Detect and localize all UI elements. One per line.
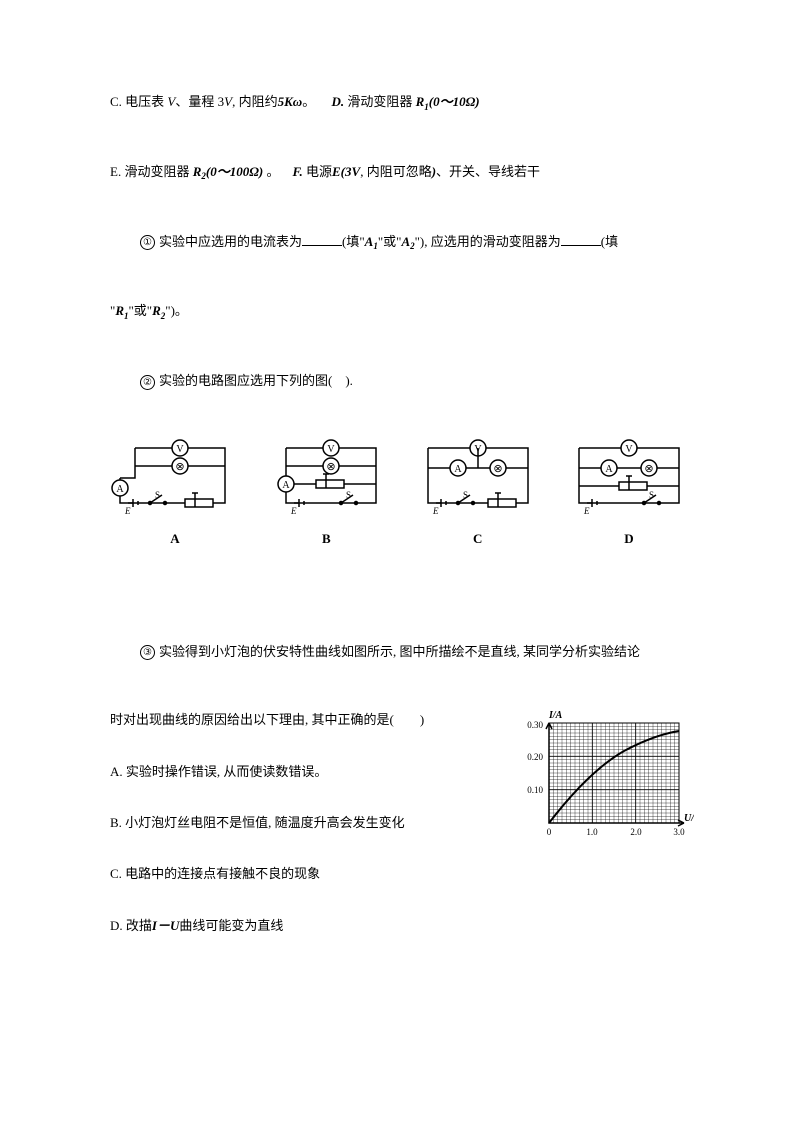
svg-text:I/A: I/A: [548, 710, 563, 721]
blank: [561, 232, 601, 246]
q3-body: 时对出现曲线的原因给出以下理由, 其中正确的是( ) A. 实验时操作错误, 从…: [110, 708, 694, 965]
svg-text:0.10: 0.10: [527, 785, 543, 795]
svg-text:A: A: [605, 464, 613, 475]
num-icon: ③: [140, 645, 155, 660]
svg-text:0.20: 0.20: [527, 752, 543, 762]
circuit-c: V A ⊗ E S C: [413, 438, 543, 550]
question-1: ①实验中应选用的电流表为(填"A1"或"A2"), 应选用的滑动变阻器为(填: [110, 230, 694, 255]
opt-d: D. 滑动变阻器 R1(0～10Ω): [331, 94, 479, 109]
svg-text:E: E: [432, 506, 439, 516]
svg-text:A: A: [283, 480, 291, 491]
options-row-ef: E. 滑动变阻器 R2(0～100Ω) 。 F. 电源E(3V, 内阻可忽略)、…: [110, 160, 694, 185]
opt-e: E. 滑动变阻器 R2(0～100Ω) 。: [110, 164, 280, 179]
iv-graph: I/A 0.30 0.20 0.10 0 1.0 2.0 3.0 U/V: [519, 708, 694, 853]
ans-b: B. 小灯泡灯丝电阻不是恒值, 随温度升高会发生变化: [110, 811, 501, 834]
svg-text:V: V: [625, 444, 633, 455]
circuit-d: V A ⊗ E S D: [564, 438, 694, 550]
ans-c: C. 电路中的连接点有接触不良的现象: [110, 862, 501, 885]
svg-text:0.30: 0.30: [527, 720, 543, 730]
num-icon: ①: [140, 235, 155, 250]
svg-text:S: S: [346, 490, 351, 500]
svg-text:S: S: [649, 490, 654, 500]
svg-text:1.0: 1.0: [586, 827, 598, 837]
svg-text:2.0: 2.0: [630, 827, 642, 837]
label: C: [413, 527, 543, 550]
question-1b: "R1"或"R2")。: [110, 299, 694, 324]
svg-text:0: 0: [547, 827, 552, 837]
circuit-diagrams: V ⊗ A E S A V ⊗ A E S B V A ⊗ E S C V A …: [110, 438, 694, 550]
question-2: ②实验的电路图应选用下列的图( ).: [110, 369, 694, 392]
options-row-cd: C. 电压表 V、量程 3V, 内阻约5Kω。 D. 滑动变阻器 R1(0～10…: [110, 90, 694, 115]
svg-text:⊗: ⊗: [327, 461, 336, 473]
svg-text:S: S: [463, 490, 468, 500]
blank: [302, 232, 342, 246]
svg-text:E: E: [124, 506, 131, 516]
svg-text:V: V: [328, 444, 336, 455]
opt-c: C. 电压表 V、量程 3V, 内阻约5Kω。: [110, 94, 315, 109]
svg-text:⊗: ⊗: [175, 461, 184, 473]
question-3: ③实验得到小灯泡的伏安特性曲线如图所示, 图中所描绘不是直线, 某同学分析实验结…: [110, 640, 694, 663]
opt-f: F. 电源E(3V, 内阻可忽略)、开关、导线若干: [293, 164, 541, 179]
svg-text:A: A: [454, 464, 462, 475]
svg-text:⊗: ⊗: [493, 463, 502, 475]
svg-text:E: E: [583, 506, 590, 516]
circuit-a: V ⊗ A E S A: [110, 438, 240, 550]
svg-text:V: V: [176, 444, 184, 455]
circuit-b: V ⊗ A E S B: [261, 438, 391, 550]
q3-line: 时对出现曲线的原因给出以下理由, 其中正确的是( ): [110, 708, 501, 731]
svg-text:S: S: [155, 490, 160, 500]
svg-text:E: E: [290, 506, 297, 516]
svg-text:3.0: 3.0: [673, 827, 685, 837]
svg-text:A: A: [116, 484, 124, 495]
ans-d: D. 改描I－U曲线可能变为直线: [110, 914, 501, 937]
svg-text:U/V: U/V: [684, 813, 694, 824]
label: D: [564, 527, 694, 550]
svg-text:⊗: ⊗: [644, 463, 653, 475]
ans-a: A. 实验时操作错误, 从而使读数错误。: [110, 760, 501, 783]
label: B: [261, 527, 391, 550]
num-icon: ②: [140, 375, 155, 390]
label: A: [110, 527, 240, 550]
